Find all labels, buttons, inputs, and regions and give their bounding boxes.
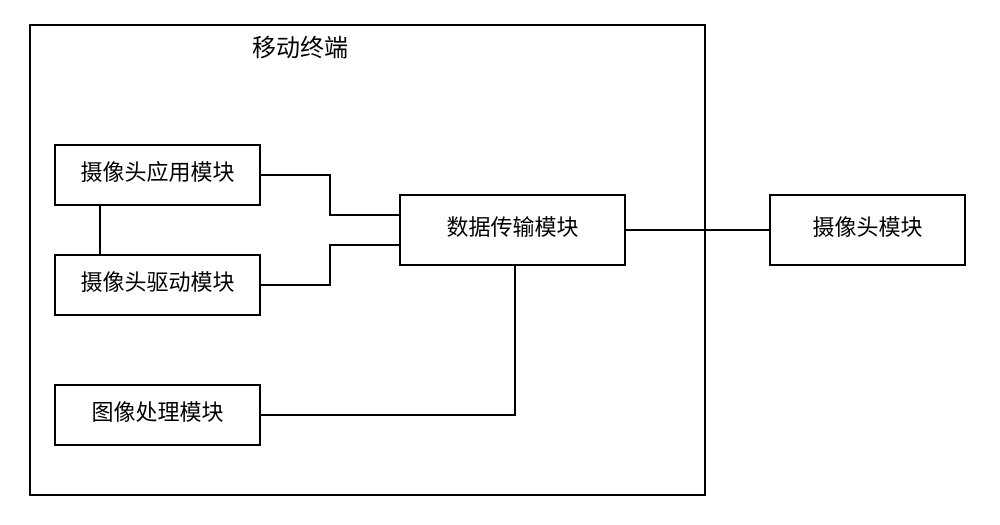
- node-data-transfer: 数据传输模块: [400, 195, 625, 265]
- node-camera-driver: 摄像头驱动模块: [55, 255, 260, 315]
- node-label: 摄像头模块: [812, 215, 922, 240]
- node-label: 图像处理模块: [91, 400, 223, 425]
- block-diagram: 移动终端摄像头应用模块摄像头驱动模块图像处理模块 数据传输模块 摄像头模块: [0, 0, 1000, 525]
- node-label: 摄像头驱动模块: [80, 270, 234, 295]
- node-camera-module: 摄像头模块: [770, 195, 965, 265]
- node-label: 摄像头应用模块: [80, 160, 234, 185]
- node-image-processing: 图像处理模块: [55, 385, 260, 445]
- node-label: 数据传输模块: [446, 215, 578, 240]
- container-title: 移动终端: [252, 35, 348, 62]
- node-camera-app: 摄像头应用模块: [55, 145, 260, 205]
